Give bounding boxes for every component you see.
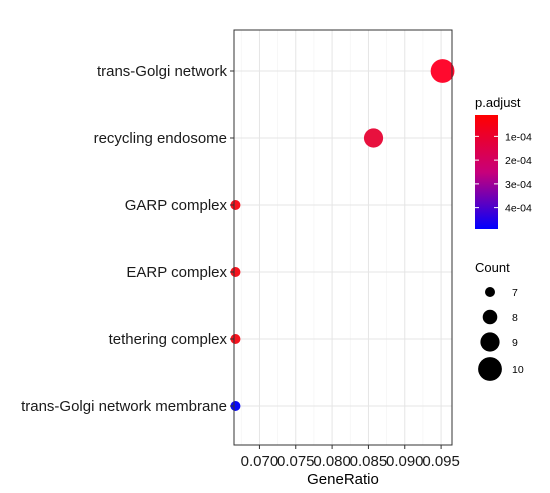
plot-border (233, 29, 453, 446)
y-tick-label: EARP complex (126, 264, 227, 281)
x-tick-label: 0.090 (386, 453, 424, 470)
x-axis-label: GeneRatio (307, 471, 379, 488)
color-legend-label: 4e-04 (505, 203, 532, 215)
data-point (230, 200, 241, 210)
data-point (363, 128, 384, 148)
y-tick-label: recycling endosome (94, 130, 227, 147)
size-legend-label: 8 (512, 312, 518, 324)
size-legend-dot (478, 357, 502, 381)
data-point (230, 267, 241, 277)
x-tick-label: 0.070 (241, 453, 279, 470)
color-legend-label: 3e-04 (505, 179, 532, 191)
y-axis: trans-Golgi network recycling endosome GAR… (21, 63, 234, 415)
color-legend: p.adjust 1e-04 2e-04 3e-04 4e-04 (475, 95, 532, 229)
color-legend-label: 1e-04 (505, 131, 532, 143)
data-point (230, 401, 241, 411)
x-tick-label: 0.095 (422, 453, 460, 470)
size-legend-dot (482, 309, 498, 325)
grid-lines (234, 30, 452, 445)
size-legend: Count 7 8 9 10 (475, 260, 524, 381)
plot-panel (234, 30, 452, 445)
x-tick-label: 0.085 (350, 453, 388, 470)
size-legend-dot (480, 332, 500, 352)
data-points (230, 59, 455, 411)
size-legend-title: Count (475, 260, 510, 275)
color-legend-label: 2e-04 (505, 155, 532, 167)
y-tick-label: GARP complex (125, 197, 228, 214)
size-legend-label: 9 (512, 337, 518, 349)
size-legend-label: 10 (512, 364, 524, 376)
color-legend-bar (475, 115, 498, 229)
color-legend-title: p.adjust (475, 95, 521, 110)
data-point (230, 334, 241, 344)
y-tick-label: tethering complex (109, 331, 228, 348)
data-point (430, 59, 455, 83)
y-tick-label: trans-Golgi network membrane (21, 398, 227, 415)
size-legend-dot (485, 287, 495, 297)
y-tick-label: trans-Golgi network (97, 63, 228, 80)
x-tick-label: 0.080 (313, 453, 351, 470)
x-tick-label: 0.075 (277, 453, 315, 470)
size-legend-label: 7 (512, 287, 518, 299)
